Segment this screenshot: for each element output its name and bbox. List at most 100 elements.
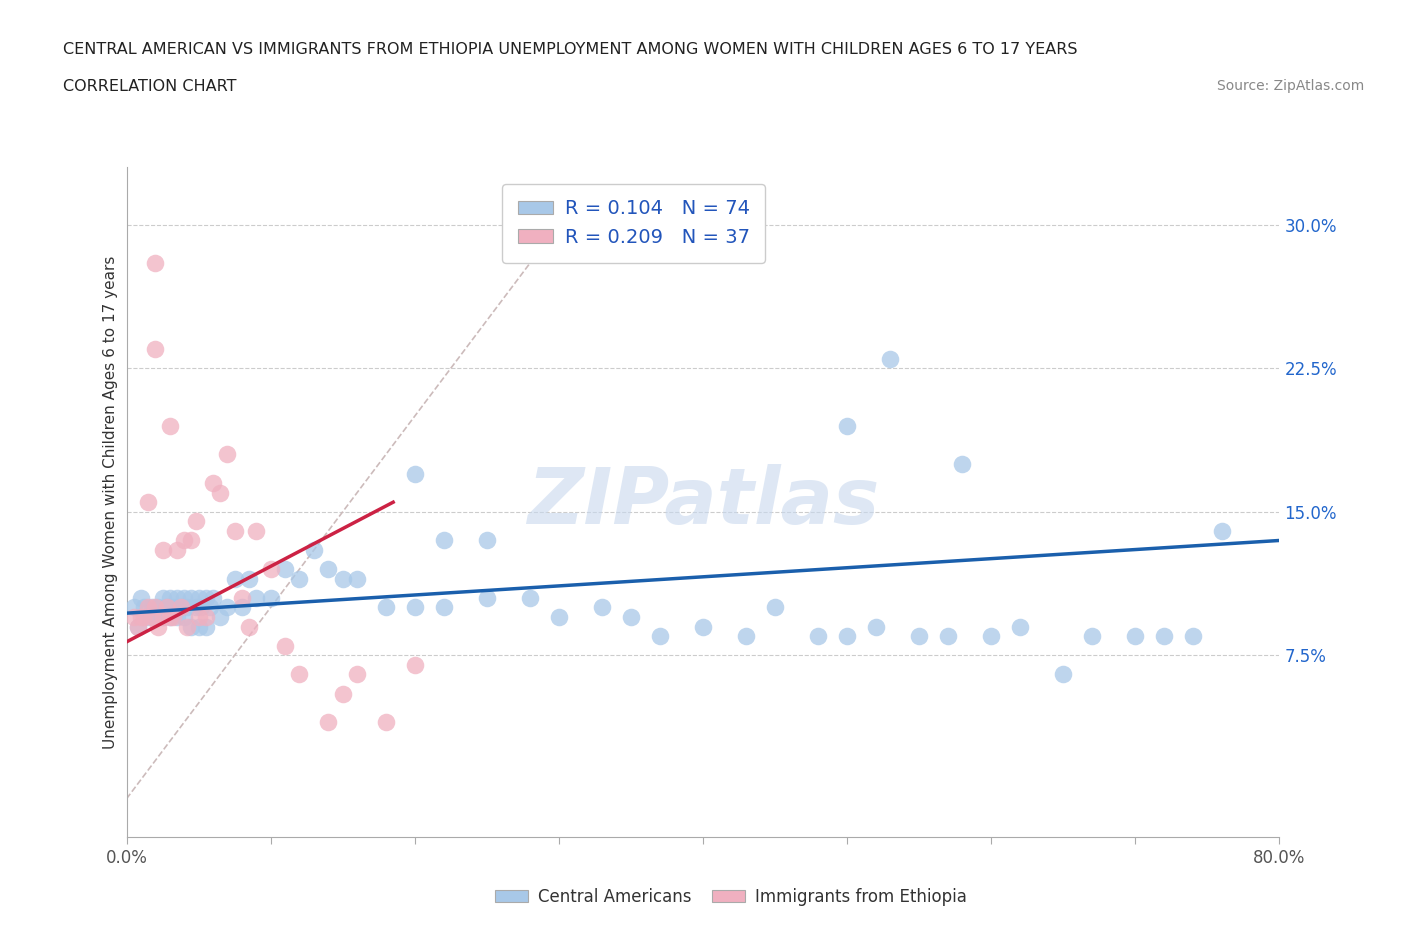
Point <box>908 629 931 644</box>
Point <box>1181 629 1204 644</box>
Point <box>187 619 209 634</box>
Point <box>209 609 232 624</box>
Point <box>332 571 354 586</box>
Point <box>346 571 368 586</box>
Point <box>173 609 195 624</box>
Point <box>187 609 209 624</box>
Point <box>288 571 311 586</box>
Point <box>159 609 181 624</box>
Point <box>238 619 260 634</box>
Point <box>259 562 281 577</box>
Point <box>1052 667 1074 682</box>
Point <box>404 658 426 672</box>
Point <box>224 571 246 586</box>
Point <box>127 619 149 634</box>
Point <box>145 600 166 615</box>
Point <box>318 715 340 730</box>
Point <box>1153 629 1175 644</box>
Point <box>879 352 901 366</box>
Point <box>166 609 188 624</box>
Point <box>145 256 166 271</box>
Point <box>173 591 195 605</box>
Point <box>166 542 188 557</box>
Point <box>136 609 159 624</box>
Point <box>159 591 181 605</box>
Point <box>404 466 426 481</box>
Point <box>132 609 155 624</box>
Point <box>202 475 225 490</box>
Point <box>159 418 181 433</box>
Point <box>238 571 260 586</box>
Point <box>548 609 571 624</box>
Point <box>198 600 221 615</box>
Point <box>865 619 887 634</box>
Legend: R = 0.104   N = 74, R = 0.209   N = 37: R = 0.104 N = 74, R = 0.209 N = 37 <box>502 184 765 262</box>
Point <box>231 591 253 605</box>
Point <box>141 609 163 624</box>
Point <box>259 591 281 605</box>
Point <box>374 600 398 615</box>
Point <box>591 600 613 615</box>
Point <box>180 591 202 605</box>
Point <box>180 533 202 548</box>
Point <box>433 533 456 548</box>
Point <box>231 600 253 615</box>
Y-axis label: Unemployment Among Women with Children Ages 6 to 17 years: Unemployment Among Women with Children A… <box>103 256 118 749</box>
Point <box>136 495 159 510</box>
Point <box>217 447 239 462</box>
Point <box>194 591 217 605</box>
Point <box>648 629 671 644</box>
Point <box>404 600 426 615</box>
Point <box>187 591 209 605</box>
Point <box>475 591 498 605</box>
Point <box>166 591 188 605</box>
Point <box>1123 629 1146 644</box>
Point <box>184 600 207 615</box>
Point <box>180 619 202 634</box>
Point <box>148 619 170 634</box>
Point <box>519 591 541 605</box>
Point <box>288 667 311 682</box>
Legend: Central Americans, Immigrants from Ethiopia: Central Americans, Immigrants from Ethio… <box>488 881 974 912</box>
Point <box>145 341 166 356</box>
Point <box>692 619 714 634</box>
Point <box>136 600 159 615</box>
Point <box>122 609 145 624</box>
Point <box>209 485 232 500</box>
Point <box>132 600 155 615</box>
Point <box>145 609 166 624</box>
Point <box>274 638 297 653</box>
Point <box>835 629 858 644</box>
Point <box>152 609 174 624</box>
Text: CORRELATION CHART: CORRELATION CHART <box>63 79 236 94</box>
Point <box>217 600 239 615</box>
Point <box>129 609 152 624</box>
Point <box>1008 619 1031 634</box>
Point <box>127 619 149 634</box>
Point <box>245 591 267 605</box>
Point <box>176 600 198 615</box>
Point <box>184 514 207 529</box>
Point <box>763 600 786 615</box>
Point <box>1081 629 1104 644</box>
Point <box>173 533 195 548</box>
Point <box>162 600 184 615</box>
Text: CENTRAL AMERICAN VS IMMIGRANTS FROM ETHIOPIA UNEMPLOYMENT AMONG WOMEN WITH CHILD: CENTRAL AMERICAN VS IMMIGRANTS FROM ETHI… <box>63 42 1078 57</box>
Point <box>176 619 198 634</box>
Point <box>936 629 959 644</box>
Point <box>162 609 184 624</box>
Point <box>152 609 174 624</box>
Point <box>1211 524 1233 538</box>
Point <box>318 562 340 577</box>
Point <box>950 457 973 472</box>
Point <box>170 600 193 615</box>
Point <box>156 600 179 615</box>
Point <box>835 418 858 433</box>
Point <box>332 686 354 701</box>
Point <box>194 609 217 624</box>
Point <box>224 524 246 538</box>
Point <box>202 591 225 605</box>
Point <box>807 629 830 644</box>
Point <box>735 629 758 644</box>
Point <box>141 600 163 615</box>
